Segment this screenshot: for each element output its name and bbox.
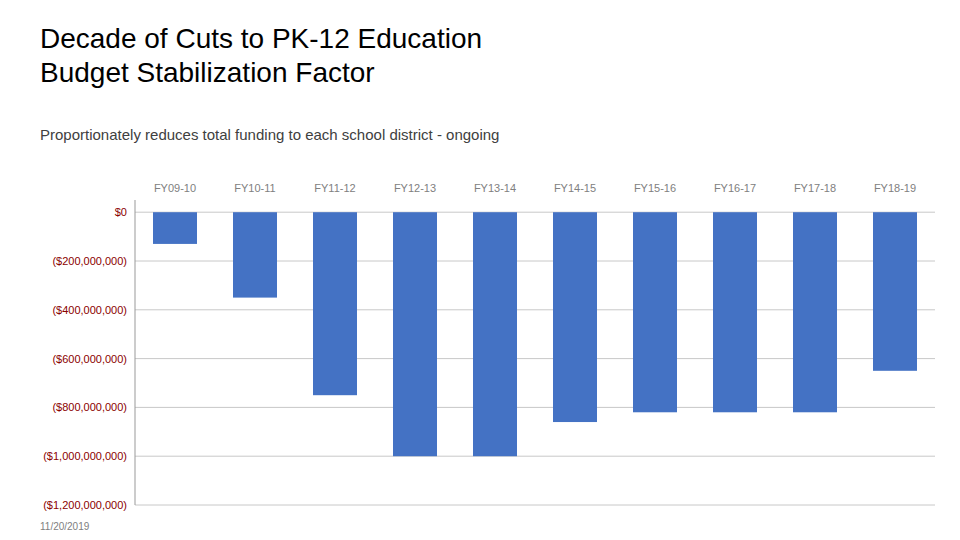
x-tick-label: FY13-14 bbox=[474, 182, 516, 194]
x-tick-label: FY15-16 bbox=[634, 182, 676, 194]
y-tick-label: ($1,200,000,000) bbox=[43, 499, 127, 511]
bar bbox=[233, 212, 277, 297]
bar bbox=[633, 212, 677, 412]
chart-container: Decade of Cuts to PK-12 EducationBudget … bbox=[0, 0, 960, 540]
bars bbox=[153, 212, 917, 456]
x-tick-label: FY18-19 bbox=[874, 182, 916, 194]
x-tick-label: FY17-18 bbox=[794, 182, 836, 194]
y-tick-label: ($400,000,000) bbox=[52, 304, 127, 316]
y-tick-label: ($600,000,000) bbox=[52, 353, 127, 365]
x-tick-label: FY14-15 bbox=[554, 182, 596, 194]
y-axis-line bbox=[135, 200, 136, 505]
x-tick-label: FY12-13 bbox=[394, 182, 436, 194]
grid-line bbox=[135, 456, 935, 457]
bar bbox=[793, 212, 837, 412]
title: Decade of Cuts to PK-12 EducationBudget … bbox=[40, 23, 482, 88]
bar bbox=[473, 212, 517, 456]
bar bbox=[393, 212, 437, 456]
title-line: Budget Stabilization Factor bbox=[40, 57, 375, 88]
x-tick-label: FY09-10 bbox=[154, 182, 196, 194]
y-tick-label: ($1,000,000,000) bbox=[43, 450, 127, 462]
x-tick-label: FY16-17 bbox=[714, 182, 756, 194]
chart-svg: Decade of Cuts to PK-12 EducationBudget … bbox=[0, 0, 960, 540]
y-tick-label: ($800,000,000) bbox=[52, 401, 127, 413]
bar bbox=[313, 212, 357, 395]
x-tick-label: FY11-12 bbox=[314, 182, 355, 194]
grid-line bbox=[135, 505, 935, 506]
x-tick-label: FY10-11 bbox=[234, 182, 275, 194]
bar bbox=[153, 212, 197, 244]
bar bbox=[873, 212, 917, 371]
x-ticks: FY09-10 FY10-11 FY11-12 FY12-13 FY13-14 FY14-… bbox=[154, 182, 916, 194]
title-line: Decade of Cuts to PK-12 Education bbox=[40, 23, 482, 54]
bar bbox=[553, 212, 597, 422]
bar bbox=[713, 212, 757, 412]
subtitle: Proportionately reduces total funding to… bbox=[40, 126, 499, 143]
y-ticks: $0 ($200,000,000) ($400,000,000) ($600,000,… bbox=[43, 206, 127, 511]
grid bbox=[135, 212, 935, 505]
annotation: 11/20/2019 bbox=[40, 521, 90, 532]
y-tick-label: $0 bbox=[115, 206, 127, 218]
y-tick-label: ($200,000,000) bbox=[52, 255, 127, 267]
